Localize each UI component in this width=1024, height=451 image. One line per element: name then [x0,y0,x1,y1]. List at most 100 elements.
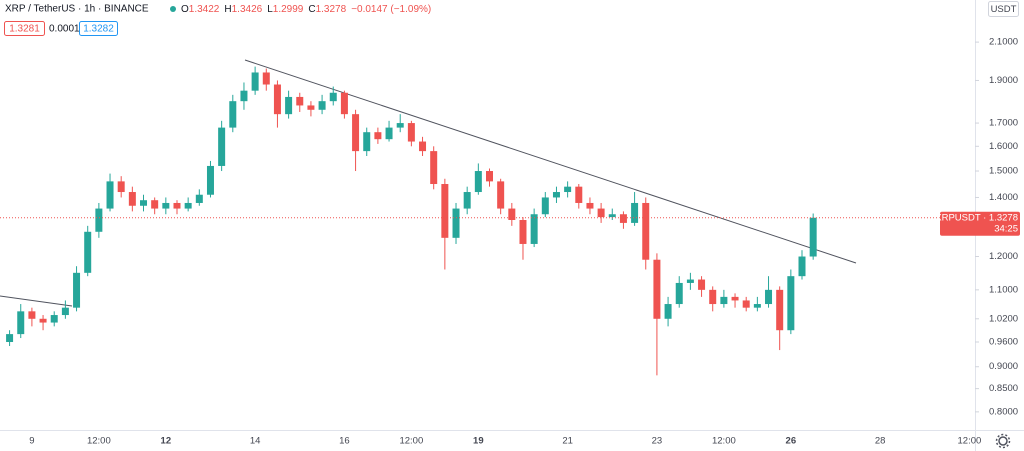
currency[interactable]: USDT [991,4,1017,15]
y-tick-label: 1.5000 [989,166,1018,177]
candle-body [430,151,438,185]
legend-label: H [224,4,231,15]
candle-body [173,202,181,209]
candle-body [140,200,148,206]
candle-body [363,132,371,152]
legend-label: C [308,4,315,15]
candle-body [17,311,25,335]
candle-body [642,202,650,260]
candle-body [709,289,717,305]
candle-body [229,101,237,128]
settings-icon[interactable] [995,433,1011,449]
x-tick-label: 12:00 [712,436,736,447]
x-tick-label: 12:00 [399,436,423,447]
candle-body [251,72,259,91]
y-tick-label: 1.6000 [989,141,1018,152]
x-tick-label: 12:00 [958,436,982,447]
legend-value: 1.3278 [316,4,347,15]
candle-body [675,282,683,305]
gear-teeth[interactable] [995,433,1011,449]
x-tick-label: 12:00 [87,436,111,447]
candle-body [195,194,203,203]
candle-body [374,132,382,140]
candle-body [407,123,415,142]
candle-body [809,217,817,257]
candle-body [106,181,114,209]
candle-body [765,289,773,305]
candle-body [441,184,449,238]
candle-body [385,127,393,140]
currency-box[interactable] [988,1,1019,17]
y-tick-label: 0.8000 [989,406,1018,417]
candle-body [318,101,326,110]
x-tick-label: 19 [473,436,484,447]
trend-line[interactable] [0,295,73,307]
candle-body [497,181,505,209]
candle-body [586,202,594,209]
candle-body [742,300,750,308]
candle-body [329,92,337,102]
candle-body [474,171,482,193]
x-tick-label: 23 [652,436,663,447]
y-tick-label: 1.2000 [989,251,1018,262]
candle-body [631,202,639,223]
candle-body [285,96,293,115]
candle-body [84,231,92,273]
candle-body [352,114,360,152]
candle-body [798,256,806,277]
candle-body [720,296,728,305]
candle-body [519,219,527,244]
candle-body [262,72,270,85]
candle-body [731,296,739,301]
x-tick-label: 14 [250,436,261,447]
sell-price[interactable]: 1.3281 [9,24,40,35]
candle-body [686,279,694,283]
y-tick-label: 0.9600 [989,337,1018,348]
buy-price[interactable]: 1.3282 [83,24,114,35]
candle-body [575,186,583,203]
legend-label: O [181,4,189,15]
candle-body [61,307,69,316]
legend-value: 1.3422 [189,4,220,15]
candle-body [608,214,616,218]
candle-body [619,214,627,223]
candle-body [564,186,572,193]
candles [6,66,817,376]
candle-body [664,304,672,319]
spread: 0.0001 [49,24,80,35]
y-tick-label: 1.4000 [989,192,1018,203]
x-tick-label: 21 [562,436,573,447]
candle-body [117,181,125,193]
price-tag: XRPUSDT · 1.3278 [935,212,1018,223]
x-tick-label: 9 [29,436,34,447]
candle-body [396,123,404,128]
candle-body [6,334,14,343]
candle-body [151,200,159,209]
gear[interactable] [998,436,1008,446]
candle-body [787,276,795,331]
ohlc-legend: O1.3422 H1.3426 L1.2999 C1.3278 −0.0147 (−1.… [181,4,431,15]
candle-body [552,192,560,198]
candle-body [698,279,706,290]
candle-body [73,272,81,308]
y-tick-label: 1.7000 [989,118,1018,129]
candle-body [296,96,304,106]
candle-body [776,289,784,331]
candle-body [162,202,170,209]
legend-label: L [267,4,273,15]
buy-box[interactable] [79,21,118,36]
candle-body [50,315,58,323]
candle-body [452,208,460,238]
candle-body [206,165,214,195]
candle-body [218,127,226,166]
candle-body [28,311,36,319]
x-tick-label: 26 [786,436,797,447]
candle-body [273,84,281,115]
y-tick-label: 0.9000 [989,361,1018,372]
sell-box[interactable] [4,21,45,36]
price-tag-box [940,211,1020,236]
candle-body [753,304,761,308]
y-tick-label: 2.1000 [989,37,1018,48]
candle-body [597,208,605,218]
